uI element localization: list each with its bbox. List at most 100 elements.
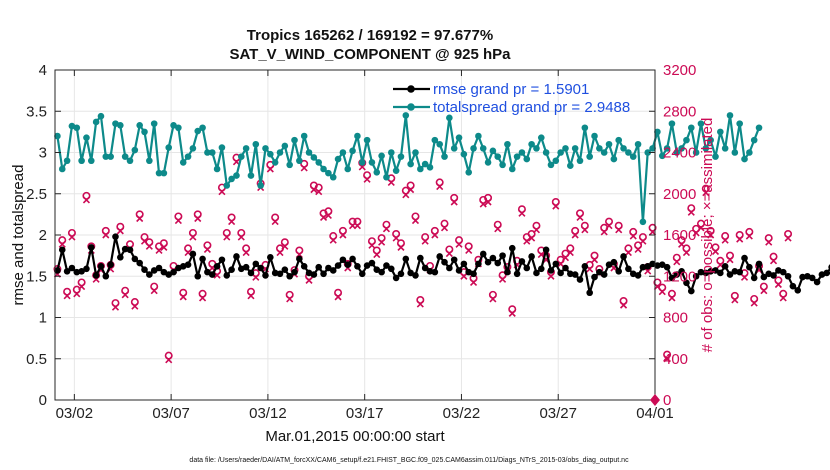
totalspread-point	[184, 153, 192, 160]
totalspread-point	[499, 161, 506, 169]
obs-assimilated-stroke	[499, 275, 507, 283]
obs-assimilated-marker	[155, 246, 163, 255]
rmse-point	[475, 260, 482, 268]
rmse-point	[141, 266, 148, 273]
totalspread-point	[78, 157, 85, 165]
rmse-point	[673, 271, 681, 278]
totalspread-point	[373, 169, 381, 176]
obs-assimilated-marker	[552, 202, 560, 210]
totalspread-point	[712, 153, 719, 160]
obs-assimilated-stroke	[716, 261, 724, 269]
obs-assimilated-marker	[658, 288, 666, 296]
obs-assimilated-marker	[111, 303, 120, 311]
obs-assimilated-stroke	[140, 237, 149, 245]
obs-assimilated-stroke	[687, 208, 695, 216]
totalspread-point	[213, 165, 221, 173]
rmse-point	[634, 272, 642, 279]
obs-assimilated-marker	[247, 292, 255, 300]
rmse-point	[421, 264, 429, 272]
y-tick-label-left: 2.5	[26, 186, 47, 203]
rmse-point	[136, 259, 143, 267]
rmse-point	[600, 271, 608, 278]
rmse-point	[615, 268, 623, 275]
obs-assimilated-marker	[765, 238, 773, 246]
rmse-point	[344, 261, 352, 269]
obs-assimilated-stroke	[160, 243, 168, 251]
rmse-point	[436, 253, 443, 260]
obs-assimilated-stroke	[310, 186, 318, 194]
totalspread-point	[528, 140, 535, 148]
obs-assimilated-marker	[378, 238, 386, 246]
totalspread-point	[291, 136, 298, 144]
obs-assimilated-stroke	[329, 236, 337, 244]
totalspread-point	[755, 124, 763, 132]
obs-assimilated-marker	[629, 232, 637, 240]
rmse-point	[252, 260, 260, 268]
obs-assimilated-stroke	[111, 303, 120, 311]
obs-assimilated-marker	[174, 216, 182, 225]
totalspread-point	[146, 157, 153, 165]
rmse-point	[310, 271, 318, 278]
x-axis-label: Mar.01,2015 00:00:00 start	[265, 428, 445, 445]
rmse-point	[417, 254, 424, 262]
rmse-point	[591, 273, 598, 281]
y-tick-label-left: 3.5	[26, 103, 47, 120]
totalspread-point	[654, 128, 661, 136]
obs-assimilated-stroke	[668, 294, 676, 302]
obs-assimilated-marker	[615, 226, 623, 234]
totalspread-point	[402, 112, 410, 119]
obs-assimilated-marker	[73, 290, 81, 298]
totalspread-point	[208, 149, 216, 156]
obs-assimilated-marker	[726, 256, 734, 264]
totalspread-point	[194, 127, 202, 135]
totalspread-point	[697, 120, 705, 127]
rmse-point	[354, 263, 361, 270]
totalspread-point	[223, 182, 231, 189]
obs-assimilated-stroke	[547, 272, 555, 280]
rmse-point	[683, 279, 690, 287]
obs-assimilated-marker	[237, 233, 245, 241]
obs-assimilated-stroke	[431, 231, 439, 239]
totalspread-point	[552, 157, 560, 165]
obs-assimilated-stroke	[189, 233, 197, 241]
obs-assimilated-marker	[334, 293, 342, 301]
totalspread-point	[189, 145, 197, 152]
totalspread-point	[455, 134, 463, 141]
obs-assimilated-stroke	[199, 294, 207, 302]
y-tick-label-right: 3200	[663, 62, 696, 79]
rmse-point	[450, 256, 458, 264]
rmse-point	[199, 255, 206, 263]
series-group	[53, 112, 830, 364]
obs-assimilated-marker	[673, 258, 681, 266]
x-tick-label: 03/12	[249, 405, 287, 422]
totalspread-point	[334, 155, 342, 163]
obs-assimilated-stroke	[324, 211, 332, 219]
totalspread-point	[252, 140, 260, 148]
totalspread-point	[687, 124, 695, 132]
obs-assimilated-stroke	[247, 292, 255, 300]
totalspread-point	[141, 128, 148, 136]
obs-assimilated-stroke	[73, 290, 81, 298]
obs-assimilated-marker	[707, 231, 715, 239]
rmse-point	[678, 268, 685, 275]
obs-assimilated-stroke	[760, 287, 768, 295]
rmse-point	[489, 254, 497, 262]
obs-assimilated-stroke	[697, 224, 705, 232]
totalspread-point	[634, 140, 642, 148]
totalspread-point	[571, 145, 579, 152]
obs-assimilated-stroke	[63, 292, 71, 300]
obs-assimilated-marker	[576, 213, 584, 222]
totalspread-point	[281, 142, 289, 150]
totalspread-point	[368, 159, 376, 166]
totalspread-point	[155, 169, 163, 177]
y-tick-label-right: 2000	[663, 186, 696, 203]
totalspread-point	[417, 165, 424, 173]
obs-assimilated-marker	[218, 188, 226, 196]
obs-assimilated-marker	[194, 214, 202, 223]
obs-assimilated-stroke	[479, 200, 487, 208]
obs-assimilated-marker	[305, 276, 313, 284]
totalspread-point	[73, 124, 81, 132]
y-tick-label-left: 1	[39, 310, 47, 327]
totalspread-point	[276, 149, 284, 156]
rmse-point	[189, 250, 197, 258]
